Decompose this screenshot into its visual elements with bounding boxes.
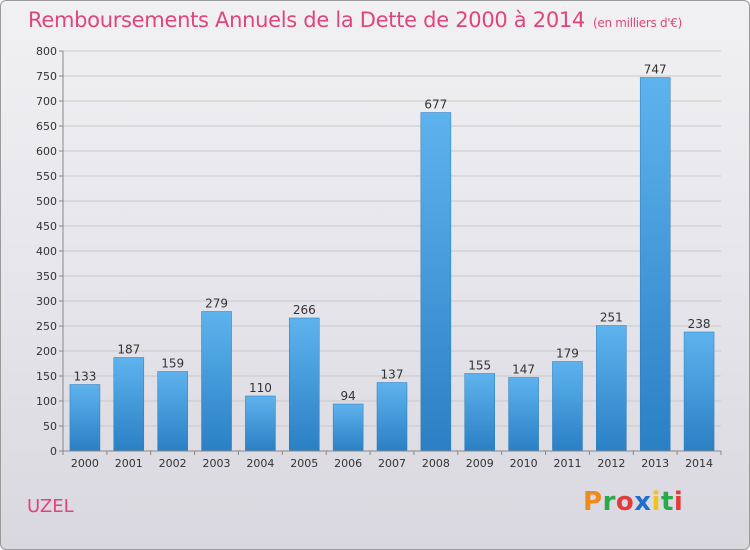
x-tick-label: 2005 <box>290 457 318 470</box>
bar-2009 <box>464 373 495 452</box>
x-tick-label: 2000 <box>71 457 99 470</box>
bars: 133 187 159 279 110 266 94 137 677 155 147 179 251 74… <box>69 63 715 452</box>
logo-letter: x <box>634 487 652 517</box>
bar-2010 <box>508 377 539 452</box>
bar-2007 <box>376 382 408 452</box>
y-tick-label: 150 <box>36 370 57 383</box>
bar-value-label: 147 <box>512 363 535 377</box>
x-tick-label: 2014 <box>685 457 713 470</box>
x-tick-label: 2006 <box>334 457 362 470</box>
bar-value-label: 94 <box>340 389 355 403</box>
y-tick-label: 600 <box>36 145 57 158</box>
bar-2005 <box>289 317 320 452</box>
y-tick-label: 350 <box>36 270 57 283</box>
bar-2004 <box>245 395 276 452</box>
bar-value-label: 187 <box>117 343 140 357</box>
y-tick-label: 50 <box>43 420 57 433</box>
bar-value-label: 133 <box>73 370 96 384</box>
chart-unit: (en milliers d'€) <box>593 16 683 30</box>
bar-value-label: 137 <box>381 368 404 382</box>
y-tick-label: 650 <box>36 120 57 133</box>
y-tick-label: 200 <box>36 345 57 358</box>
bar-2013 <box>639 77 671 452</box>
bar-value-label: 251 <box>600 311 623 325</box>
y-tick-label: 450 <box>36 220 57 233</box>
bar-value-label: 155 <box>468 359 491 373</box>
y-tick-label: 100 <box>36 395 57 408</box>
logo-letter: P <box>583 487 603 517</box>
y-tick-label: 700 <box>36 95 57 108</box>
bar-2001 <box>113 357 145 452</box>
y-tick-label: 750 <box>36 70 57 83</box>
x-tick-label: 2002 <box>159 457 187 470</box>
bar-value-label: 747 <box>644 63 667 77</box>
bar-value-label: 266 <box>293 303 316 317</box>
y-tick-label: 500 <box>36 195 57 208</box>
y-tick-label: 250 <box>36 320 57 333</box>
y-tick-label: 400 <box>36 245 57 258</box>
x-tick-label: 2010 <box>510 457 538 470</box>
logo-letter: i <box>673 487 684 517</box>
x-tick-label: 2001 <box>115 457 143 470</box>
bar-2000 <box>69 384 101 452</box>
bar-value-label: 279 <box>205 297 228 311</box>
chart-title: Remboursements Annuels de la Dette de 20… <box>28 8 682 32</box>
x-tick-label: 2007 <box>378 457 406 470</box>
proxiti-logo: Proxiti <box>583 487 683 517</box>
x-tick-label: 2003 <box>203 457 231 470</box>
bar-2014 <box>683 331 715 452</box>
logo-letter: t <box>660 487 674 517</box>
bar-2006 <box>332 403 364 452</box>
y-tick-label: 550 <box>36 170 57 183</box>
x-tick-label: 2009 <box>466 457 494 470</box>
bar-2003 <box>201 311 232 452</box>
y-axis: 0 50 100 150 200 250 300 350 400 450 500 550 600 650 7… <box>36 45 64 458</box>
bar-2002 <box>157 371 188 452</box>
chart-title-text: Remboursements Annuels de la Dette de 20… <box>28 8 585 32</box>
bar-value-label: 110 <box>249 381 272 395</box>
x-tick-label: 2011 <box>553 457 581 470</box>
bar-2011 <box>552 361 583 452</box>
x-axis: 2000 2001 2002 2003 2004 2005 2006 2007 2008 2009… <box>62 450 722 470</box>
x-tick-label: 2008 <box>422 457 450 470</box>
bar-2008 <box>420 112 452 452</box>
bar-value-label: 238 <box>688 317 711 331</box>
bar-value-label: 179 <box>556 347 579 361</box>
logo-letter: o <box>615 487 635 517</box>
bar-value-label: 677 <box>424 98 447 112</box>
x-tick-label: 2013 <box>641 457 669 470</box>
logo-letter: i <box>651 487 661 517</box>
y-tick-label: 0 <box>50 445 57 458</box>
y-tick-label: 800 <box>36 45 57 58</box>
bar-value-label: 159 <box>161 357 184 371</box>
y-tick-label: 300 <box>36 295 57 308</box>
bar-2012 <box>596 325 627 452</box>
logo-letter: r <box>602 487 616 517</box>
x-tick-label: 2004 <box>246 457 274 470</box>
x-tick-label: 2012 <box>597 457 625 470</box>
commune-name: UZEL <box>27 496 74 517</box>
